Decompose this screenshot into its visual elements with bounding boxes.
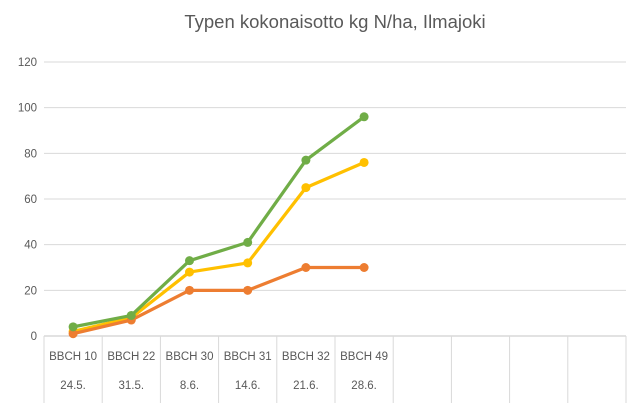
series-green-line	[71, 115, 366, 329]
series-green-marker	[301, 155, 311, 165]
x-tick-label-date: 14.6.	[235, 380, 261, 392]
series-yellow-marker	[359, 157, 369, 167]
x-tick-label-date: 8.6.	[180, 380, 199, 392]
series-orange-marker	[185, 285, 194, 295]
series-green-marker	[359, 112, 369, 122]
x-tick-label-date: 31.5.	[119, 380, 145, 392]
x-tick-label-date: 28.6.	[351, 380, 377, 392]
y-tick-label: 60	[24, 194, 37, 206]
series-orange-marker	[243, 285, 253, 295]
y-tick-label: 120	[18, 57, 37, 69]
series-yellow-marker	[185, 267, 194, 277]
x-tick-label-stage: BBCH 49	[340, 351, 388, 363]
y-tick-label: 0	[31, 331, 37, 343]
series-green-marker	[185, 256, 194, 266]
x-tick-label-date: 21.6.	[293, 380, 319, 392]
y-tick-label: 80	[24, 148, 37, 160]
series-yellow-line	[71, 160, 366, 334]
series-green-marker	[243, 237, 253, 247]
series-yellow-marker	[243, 258, 253, 268]
series-yellow-marker	[301, 183, 311, 193]
x-tick-label-stage: BBCH 31	[224, 351, 272, 363]
x-tick-label-stage: BBCH 22	[107, 351, 155, 363]
series-green-marker	[68, 322, 78, 332]
x-tick-label-stage: BBCH 30	[166, 351, 214, 363]
series-orange-marker	[301, 263, 311, 272]
series-orange-marker	[359, 263, 369, 272]
series-orange-marker	[68, 329, 78, 339]
y-tick-label: 40	[24, 240, 37, 252]
x-tick-label-stage: BBCH 10	[49, 351, 97, 363]
chart-title: Typen kokonaisotto kg N/ha, Ilmajoki	[184, 11, 486, 32]
series-green-marker	[126, 310, 136, 320]
y-tick-label: 100	[18, 103, 37, 115]
y-tick-label: 20	[24, 285, 37, 297]
series-orange-line	[71, 265, 366, 336]
x-tick-label-date: 24.5.	[60, 380, 86, 392]
x-tick-label-stage: BBCH 32	[282, 351, 330, 363]
